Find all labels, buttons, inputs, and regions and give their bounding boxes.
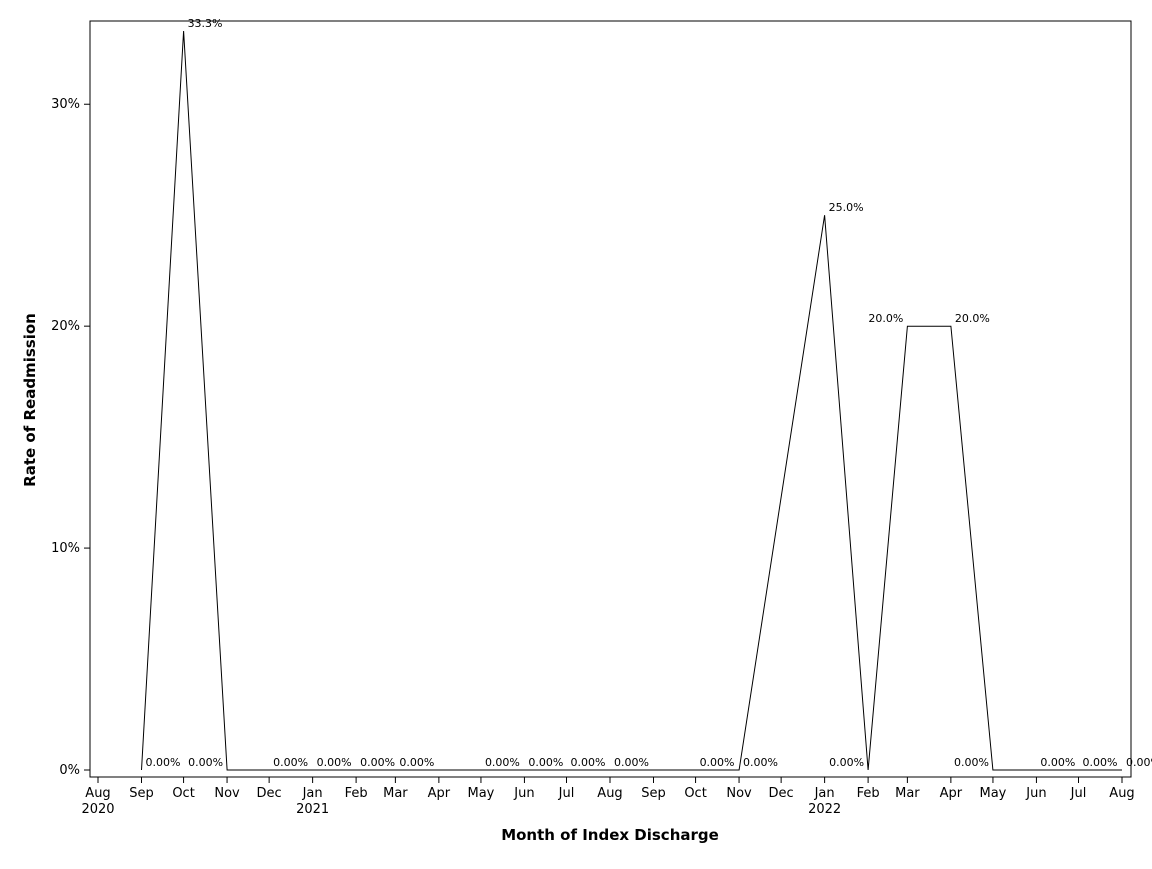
- x-tick-year-label: 2020: [81, 802, 114, 817]
- data-label: 0.00%: [614, 756, 649, 769]
- x-tick-year-label: 2022: [808, 802, 841, 817]
- x-tick-label: Dec: [769, 786, 794, 801]
- x-tick-label: Aug: [597, 786, 622, 801]
- data-label: 0.00%: [273, 756, 308, 769]
- x-tick-label: Oct: [684, 786, 706, 801]
- x-tick-label: Feb: [857, 786, 880, 801]
- data-label: 33.3%: [188, 17, 223, 30]
- plot-frame: [89, 20, 1132, 778]
- data-label: 0.00%: [360, 756, 395, 769]
- data-label: 0.00%: [743, 756, 778, 769]
- series-layer: [141, 30, 1122, 771]
- data-label: 0.00%: [317, 756, 352, 769]
- x-tick-label: Oct: [172, 786, 194, 801]
- data-label-layer: 0.00% 33.3% 0.00% 0.00% 0.00% 0.00% 0.00% 0.00%…: [145, 17, 1152, 769]
- data-label: 20.0%: [868, 312, 903, 325]
- y-axis-title: Rate of Readmission: [21, 313, 39, 487]
- data-label: 25.0%: [829, 201, 864, 214]
- x-tick-label: Aug: [85, 786, 110, 801]
- y-tick-label: 10%: [51, 541, 80, 556]
- y-tick-label: 0%: [59, 763, 80, 778]
- data-label: 0.00%: [1126, 756, 1152, 769]
- x-tick-label: May: [980, 786, 1007, 801]
- data-label: 0.00%: [954, 756, 989, 769]
- x-tick-label: Jul: [558, 786, 575, 801]
- y-tick-label: 30%: [51, 97, 80, 112]
- x-tick-label: Jul: [1070, 786, 1087, 801]
- series-line: [141, 30, 1122, 771]
- x-axis-title: Month of Index Discharge: [501, 826, 719, 844]
- data-label: 0.00%: [1040, 756, 1075, 769]
- x-tick-year-label: 2021: [296, 802, 329, 817]
- x-tick-label: Feb: [345, 786, 368, 801]
- x-tick-label: Nov: [214, 786, 240, 801]
- data-label: 0.00%: [485, 756, 520, 769]
- x-tick-label: Apr: [940, 786, 963, 801]
- data-label: 0.00%: [399, 756, 434, 769]
- x-tick-label: Mar: [383, 786, 408, 801]
- x-tick-label: Apr: [428, 786, 451, 801]
- x-tick-label: Mar: [895, 786, 920, 801]
- data-label: 0.00%: [829, 756, 864, 769]
- x-tick-label: Jun: [513, 786, 534, 801]
- x-tick-label: Jan: [814, 786, 835, 801]
- x-tick-label: Jan: [302, 786, 323, 801]
- x-tick-label: Nov: [726, 786, 752, 801]
- data-label: 0.00%: [571, 756, 606, 769]
- x-tick-label: Dec: [257, 786, 282, 801]
- x-tick-label: Sep: [641, 786, 666, 801]
- data-label: 0.00%: [188, 756, 223, 769]
- y-axis: 0% 10% 20% 30%: [51, 97, 90, 778]
- data-label: 0.00%: [145, 756, 180, 769]
- x-tick-label: Jun: [1025, 786, 1046, 801]
- x-tick-label: May: [468, 786, 495, 801]
- data-label: 0.00%: [700, 756, 735, 769]
- data-label: 0.00%: [1083, 756, 1118, 769]
- y-tick-label: 20%: [51, 319, 80, 334]
- x-tick-label: Aug: [1109, 786, 1134, 801]
- x-tick-label: Sep: [129, 786, 154, 801]
- data-label: 0.00%: [528, 756, 563, 769]
- data-label: 20.0%: [955, 312, 990, 325]
